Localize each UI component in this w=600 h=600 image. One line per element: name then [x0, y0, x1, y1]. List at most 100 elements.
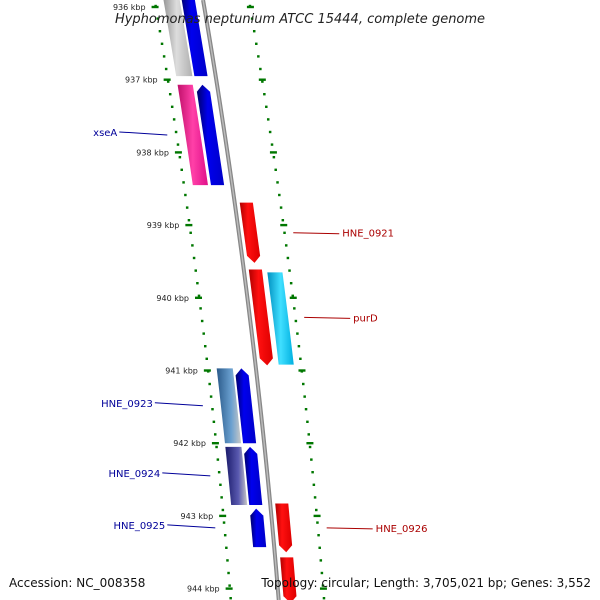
slate-feature [225, 446, 248, 505]
gene-arrow-hne_0924[interactable] [244, 446, 263, 505]
track-dot [302, 382, 305, 386]
track-dot [283, 231, 286, 234]
track-dot [266, 118, 270, 121]
track-dot [227, 571, 230, 575]
track-dot [259, 67, 262, 71]
track-dot [226, 559, 229, 562]
dotted-track-lines [154, 4, 326, 600]
gene-arrow-hne_0925[interactable] [250, 508, 267, 548]
track-dot [208, 382, 211, 386]
track-dot [189, 231, 192, 234]
track-dot [213, 433, 217, 436]
kbp-tick-outer [289, 296, 297, 299]
track-dot [164, 67, 168, 71]
gene-arrow-purd[interactable] [248, 269, 273, 366]
kbp-tick-outer [313, 514, 321, 518]
track-dot [320, 571, 324, 575]
track-dot [182, 181, 185, 184]
gene-label-leader [293, 232, 340, 235]
track-dot [319, 559, 323, 562]
gene-label: HNE_0926 [376, 524, 428, 535]
backbone-highlight [202, 0, 280, 600]
kbp-tick-label: 940 kbp [156, 294, 189, 303]
track-dot [276, 181, 279, 184]
pink-feature [177, 84, 208, 186]
track-dot [185, 206, 189, 209]
kbp-tick-label: 941 kbp [165, 367, 198, 376]
track-dot [263, 93, 266, 96]
gene-arrow-hne_0921[interactable] [239, 202, 261, 263]
track-dot [216, 458, 220, 461]
track-dot [312, 483, 316, 486]
kbp-tick-label: 938 kbp [136, 148, 169, 157]
gene-label-leader [326, 527, 373, 530]
track-dot [322, 597, 326, 600]
track-dot [288, 269, 291, 272]
grey-feature-1 [163, 0, 193, 77]
track-dot [176, 143, 180, 146]
gene-label-leader [167, 524, 216, 529]
track-dot [317, 534, 320, 537]
gene-arrow[interactable] [280, 557, 297, 600]
kbp-tick-outer [319, 587, 327, 590]
track-dot [286, 256, 290, 260]
track-dot [296, 332, 299, 335]
track-dot [315, 508, 318, 512]
track-dot [178, 156, 182, 159]
track-dot [316, 521, 319, 524]
track-dot [220, 496, 223, 499]
gene-label: HNE_0925 [114, 521, 166, 532]
gene-label: purD [353, 313, 378, 324]
track-dot [162, 55, 166, 58]
gene-label: HNE_0921 [342, 229, 394, 240]
track-dot [205, 357, 208, 360]
track-dot [166, 80, 170, 83]
track-dot [219, 483, 222, 486]
kbp-tick-label: 939 kbp [147, 221, 180, 230]
track-dot [265, 105, 268, 108]
kbp-tick [163, 78, 171, 81]
gene-label-leader [154, 402, 203, 407]
track-dot [191, 244, 194, 247]
gene-label: HNE_0923 [101, 399, 153, 410]
track-dot [228, 584, 231, 587]
track-dot [196, 282, 199, 285]
track-dot [192, 256, 196, 260]
gene-arrow-hne_0923[interactable] [235, 368, 257, 444]
gene-arrow[interactable] [180, 0, 208, 77]
track-dot [299, 357, 302, 360]
track-dot [297, 345, 301, 348]
track-dot [202, 332, 205, 335]
kbp-tick [195, 296, 203, 299]
kbp-tick-outer [246, 5, 254, 9]
track-dot [279, 206, 283, 209]
kbp-tick-label: 937 kbp [125, 76, 158, 85]
kbp-tick-outer [280, 223, 288, 227]
track-dot [294, 319, 298, 323]
kbp-tick [174, 151, 182, 154]
track-dot [272, 156, 276, 159]
gene-label: xseA [93, 128, 117, 139]
track-dot [313, 496, 317, 499]
track-dot [250, 17, 254, 20]
gene-arrow-hne_0926[interactable] [275, 503, 293, 553]
track-dot [199, 307, 202, 310]
gene-label-leader [162, 472, 211, 477]
gene-label: HNE_0924 [108, 469, 160, 480]
track-dot [172, 118, 176, 121]
kbp-tick-label: 936 kbp [113, 3, 146, 12]
steel-feature [216, 368, 242, 444]
gene-arrow-xsea[interactable] [196, 84, 225, 186]
kbp-tick [225, 587, 233, 590]
track-dot [222, 521, 226, 524]
track-dot [168, 93, 172, 96]
track-dot [215, 445, 218, 449]
kbp-axis: 936 kbp 937 kbp 938 kbp 939 kbp 940 kbp 941 k… [113, 3, 327, 594]
kbp-tick [219, 514, 227, 518]
kbp-tick [211, 442, 219, 445]
feature-track [163, 0, 294, 505]
track-dot [307, 433, 310, 436]
cyan-feature [267, 272, 294, 365]
topology-text: Topology: circular; Length: 3,705,021 bp… [260, 576, 591, 590]
